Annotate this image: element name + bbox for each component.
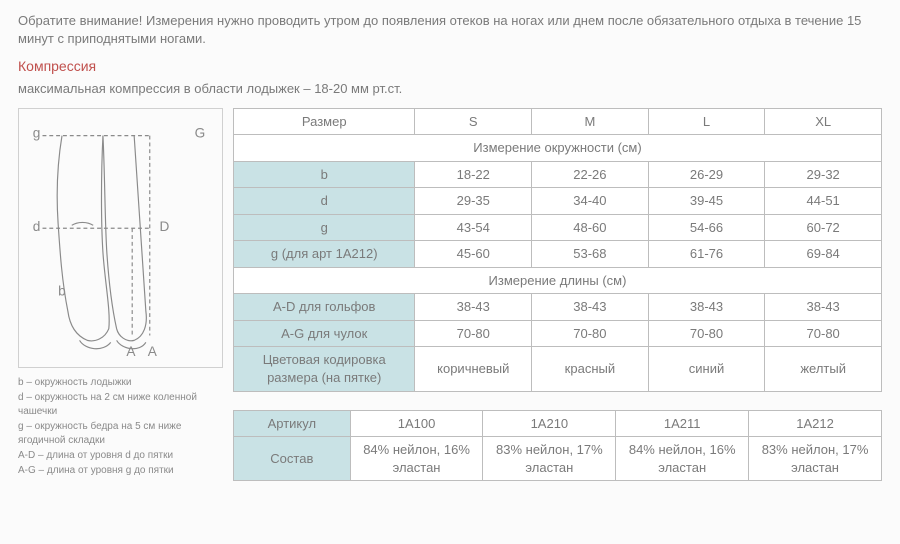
cell: желтый xyxy=(765,347,882,391)
cell: красный xyxy=(532,347,649,391)
row-g212: g (для арт 1А212) 45-60 53-68 61-76 69-8… xyxy=(234,241,882,268)
row-g: g 43-54 48-60 54-66 60-72 xyxy=(234,214,882,241)
tables-column: Размер S M L XL Измерение окружности (см… xyxy=(233,108,882,482)
cell: 44-51 xyxy=(765,188,882,215)
cell-label: A-D для гольфов xyxy=(234,294,415,321)
th-size: Размер xyxy=(234,108,415,135)
cell: 53-68 xyxy=(532,241,649,268)
cell: 38-43 xyxy=(648,294,765,321)
cell: 60-72 xyxy=(765,214,882,241)
cell: 29-35 xyxy=(415,188,532,215)
cell: 38-43 xyxy=(765,294,882,321)
intro-text: Обратите внимание! Измерения нужно прово… xyxy=(18,12,882,47)
cell-label: Состав xyxy=(234,437,351,481)
span-length: Измерение длины (см) xyxy=(234,267,882,294)
cell: 26-29 xyxy=(648,161,765,188)
row-composition: Состав 84% нейлон, 16% эластан 83% нейло… xyxy=(234,437,882,481)
cell: 70-80 xyxy=(648,320,765,347)
legend-g: g – окружность бедра на 5 см ниже ягодич… xyxy=(18,420,223,448)
cell: 18-22 xyxy=(415,161,532,188)
cell: 61-76 xyxy=(648,241,765,268)
cell: 1А100 xyxy=(350,410,483,437)
cell: 84% нейлон, 16% эластан xyxy=(350,437,483,481)
row-d: d 29-35 34-40 39-45 44-51 xyxy=(234,188,882,215)
legend-ad: A-D – длина от уровня d до пятки xyxy=(18,449,223,463)
cell-label: g (для арт 1А212) xyxy=(234,241,415,268)
cell: 29-32 xyxy=(765,161,882,188)
cell: 1А212 xyxy=(749,410,882,437)
row-article: Артикул 1А100 1А210 1А211 1А212 xyxy=(234,410,882,437)
size-table: Размер S M L XL Измерение окружности (см… xyxy=(233,108,882,392)
diag-label-a1: A xyxy=(126,344,136,359)
cell: 1А211 xyxy=(616,410,749,437)
diagram-column: g G d D b A A b – окружность лодыжки d –… xyxy=(18,108,223,479)
cell-label: Артикул xyxy=(234,410,351,437)
cell: 38-43 xyxy=(415,294,532,321)
diag-label-a2: A xyxy=(148,344,158,359)
cell: 45-60 xyxy=(415,241,532,268)
row-ad: A-D для гольфов 38-43 38-43 38-43 38-43 xyxy=(234,294,882,321)
cell-label: g xyxy=(234,214,415,241)
legend-d: d – окружность на 2 см ниже коленной чаш… xyxy=(18,391,223,419)
cell-label: Цветовая кодировка размера (на пятке) xyxy=(234,347,415,391)
cell: 1А210 xyxy=(483,410,616,437)
cell: 70-80 xyxy=(532,320,649,347)
cell: 34-40 xyxy=(532,188,649,215)
row-ag: A-G для чулок 70-80 70-80 70-80 70-80 xyxy=(234,320,882,347)
diag-label-g-low: g xyxy=(33,125,41,140)
cell: 69-84 xyxy=(765,241,882,268)
cell-label: b xyxy=(234,161,415,188)
diag-label-b: b xyxy=(58,283,66,298)
cell-label: d xyxy=(234,188,415,215)
legend: b – окружность лодыжки d – окружность на… xyxy=(18,376,223,478)
cell: 84% нейлон, 16% эластан xyxy=(616,437,749,481)
cell: синий xyxy=(648,347,765,391)
cell: 54-66 xyxy=(648,214,765,241)
compression-title: Компрессия xyxy=(18,57,882,76)
row-color: Цветовая кодировка размера (на пятке) ко… xyxy=(234,347,882,391)
cell: 48-60 xyxy=(532,214,649,241)
cell: 43-54 xyxy=(415,214,532,241)
cell: 83% нейлон, 17% эластан xyxy=(483,437,616,481)
cell: коричневый xyxy=(415,347,532,391)
diag-label-g-up: G xyxy=(195,125,206,140)
cell: 22-26 xyxy=(532,161,649,188)
compression-note: максимальная компрессия в области лодыже… xyxy=(18,80,882,98)
span-circumference: Измерение окружности (см) xyxy=(234,135,882,162)
article-table: Артикул 1А100 1А210 1А211 1А212 Состав 8… xyxy=(233,410,882,482)
legend-b: b – окружность лодыжки xyxy=(18,376,223,390)
cell: 83% нейлон, 17% эластан xyxy=(749,437,882,481)
leg-diagram: g G d D b A A xyxy=(18,108,223,368)
cell: 38-43 xyxy=(532,294,649,321)
row-b: b 18-22 22-26 26-29 29-32 xyxy=(234,161,882,188)
diag-label-d-low: d xyxy=(33,219,41,234)
legend-ag: A-G – длина от уровня g до пятки xyxy=(18,464,223,478)
cell: 70-80 xyxy=(415,320,532,347)
th-s: S xyxy=(415,108,532,135)
cell: 39-45 xyxy=(648,188,765,215)
cell-label: A-G для чулок xyxy=(234,320,415,347)
th-l: L xyxy=(648,108,765,135)
th-m: M xyxy=(532,108,649,135)
cell: 70-80 xyxy=(765,320,882,347)
th-xl: XL xyxy=(765,108,882,135)
diag-label-d-up: D xyxy=(159,219,169,234)
